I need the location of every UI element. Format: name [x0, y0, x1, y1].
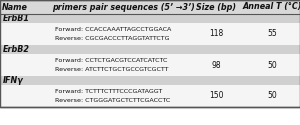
- Bar: [0, 45, 300, 54]
- Text: Reverse: CTGGGATGCTCTTCGACCTC: Reverse: CTGGGATGCTCTTCGACCTC: [55, 98, 170, 103]
- Text: primers pair sequences (5’ →3’): primers pair sequences (5’ →3’): [52, 2, 194, 12]
- Text: Reverse: CGCGACCCTTAGGTATTCTG: Reverse: CGCGACCCTTAGGTATTCTG: [55, 36, 169, 41]
- Text: 150: 150: [209, 92, 223, 100]
- Bar: [0, 14, 300, 23]
- Bar: [0, 0, 300, 107]
- Bar: [0, 76, 300, 85]
- Text: Forward: TCTTTCTTTCCCGATAGGT: Forward: TCTTTCTTTCCCGATAGGT: [55, 89, 162, 94]
- Text: 118: 118: [209, 30, 223, 38]
- Text: IFNγ: IFNγ: [3, 76, 24, 85]
- Text: 55: 55: [267, 30, 277, 38]
- Text: Forward: CCTCTGACGTCCATCATCTC: Forward: CCTCTGACGTCCATCATCTC: [55, 58, 167, 63]
- Bar: [0, 0, 300, 14]
- Text: 50: 50: [267, 60, 277, 70]
- Text: Reverse: ATCTTCTGCTGCCGTCGCTT: Reverse: ATCTTCTGCTGCCGTCGCTT: [55, 67, 169, 72]
- Text: 50: 50: [267, 92, 277, 100]
- Bar: [0, 85, 300, 107]
- Text: ErbB2: ErbB2: [3, 45, 30, 54]
- Text: Forward: CCACCAAATTAGCCTGGACA: Forward: CCACCAAATTAGCCTGGACA: [55, 27, 171, 32]
- Text: Anneal T (°C): Anneal T (°C): [242, 2, 300, 12]
- Text: Size (bp): Size (bp): [196, 2, 236, 12]
- Text: Name: Name: [2, 2, 28, 12]
- Text: 98: 98: [211, 60, 221, 70]
- Bar: [0, 54, 300, 76]
- Text: ErbB1: ErbB1: [3, 14, 30, 23]
- Bar: [0, 23, 300, 45]
